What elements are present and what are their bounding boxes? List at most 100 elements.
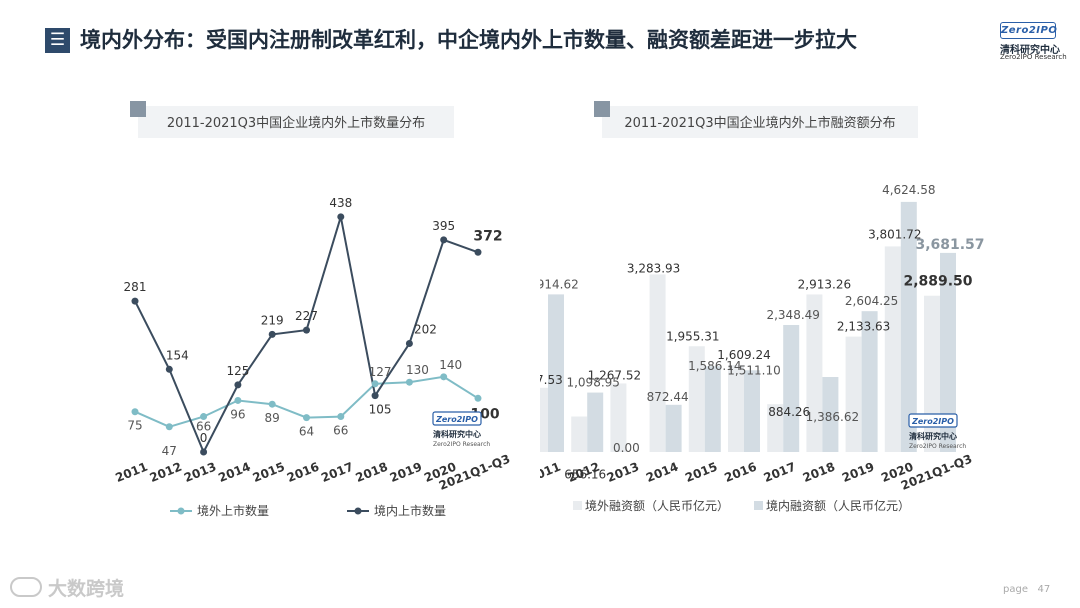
data-point-domestic bbox=[234, 381, 242, 389]
data-point-overseas bbox=[268, 400, 276, 408]
chart-title-marker bbox=[130, 101, 146, 117]
bar-overseas bbox=[649, 274, 666, 452]
bar-domestic bbox=[900, 201, 917, 452]
x-tick-label: 2013 bbox=[605, 460, 641, 485]
x-tick-label: 2018 bbox=[353, 460, 389, 485]
legend-swatch-domestic bbox=[754, 501, 763, 510]
data-point-domestic bbox=[474, 248, 482, 256]
chart-title: 2011-2021Q3中国企业境内外上市数量分布 bbox=[167, 115, 425, 131]
bar-overseas bbox=[728, 364, 744, 452]
x-tick-label: 2011 bbox=[540, 460, 563, 485]
data-label-domestic: 438 bbox=[329, 196, 352, 210]
bar-domestic bbox=[940, 252, 956, 452]
watermark-en: Zero2IPO Research bbox=[433, 441, 490, 448]
x-tick-label: 2012 bbox=[148, 460, 184, 485]
data-label-overseas: 66 bbox=[196, 420, 211, 434]
data-label-domestic: 872.44 bbox=[647, 390, 689, 404]
data-label-overseas: 884.26 bbox=[768, 405, 810, 419]
x-tick-label: 2017 bbox=[319, 460, 355, 485]
x-tick-label: 2019 bbox=[388, 460, 424, 485]
data-label-overseas: 130 bbox=[406, 363, 429, 377]
x-tick-label: 2019 bbox=[840, 460, 876, 485]
legend-label-overseas: 境外上市数量 bbox=[197, 503, 269, 518]
page-label: page bbox=[1003, 584, 1028, 595]
brand-logo-box: Zero2IPO bbox=[1000, 22, 1057, 39]
bar-overseas bbox=[806, 294, 823, 452]
data-label-domestic: 105 bbox=[369, 403, 392, 417]
data-point-overseas bbox=[303, 414, 310, 422]
data-label-overseas: 656.16 bbox=[564, 468, 606, 482]
data-point-domestic bbox=[303, 326, 310, 334]
data-label-overseas: 2,133.63 bbox=[837, 320, 890, 334]
data-label-domestic: 1,511.10 bbox=[727, 363, 780, 377]
data-label-overseas: 2,889.50 bbox=[903, 274, 972, 290]
data-point-overseas bbox=[234, 396, 242, 404]
x-tick-label: 2014 bbox=[216, 460, 252, 485]
bar-overseas bbox=[767, 404, 784, 452]
menu-icon[interactable]: ☰ bbox=[45, 28, 70, 53]
data-label-domestic: 281 bbox=[124, 280, 147, 294]
x-tick-label: 2017 bbox=[762, 460, 798, 485]
data-point-overseas bbox=[405, 378, 413, 386]
data-label-overseas: 66 bbox=[333, 424, 348, 438]
bar-domestic bbox=[587, 392, 604, 452]
listing-count-chart: 2011-2021Q3中国企业境内外上市数量分布 75 47 66 96 89 64 66 1… bbox=[113, 101, 512, 518]
page-number: page 47 bbox=[1003, 584, 1050, 595]
x-tick-label: 2016 bbox=[722, 460, 758, 485]
legend-swatch-overseas bbox=[573, 501, 582, 510]
chart-title-bg bbox=[138, 106, 454, 138]
legend-marker-domestic bbox=[354, 507, 362, 515]
chart-title-marker bbox=[594, 101, 610, 117]
data-point-overseas bbox=[440, 373, 448, 381]
x-tick-label: 2014 bbox=[644, 460, 680, 485]
bar-overseas bbox=[688, 346, 705, 452]
x-tick-label: 2015 bbox=[683, 460, 719, 485]
page-number-value: 47 bbox=[1037, 584, 1051, 595]
watermark-box-text: Zero2IPO bbox=[435, 415, 478, 424]
watermark-cn: 清科研究中心 bbox=[433, 429, 481, 439]
data-point-domestic bbox=[131, 297, 139, 305]
watermark-box bbox=[908, 413, 958, 428]
data-point-domestic bbox=[440, 236, 448, 244]
data-point-domestic bbox=[165, 365, 173, 373]
data-point-domestic bbox=[371, 392, 379, 400]
data-label-domestic: 3,681.57 bbox=[915, 237, 984, 253]
bar-domestic bbox=[744, 370, 760, 452]
x-tick-label: 2015 bbox=[251, 460, 287, 485]
legend-label-domestic: 境内上市数量 bbox=[374, 503, 446, 518]
data-label-domestic: 1,586.14 bbox=[688, 359, 741, 373]
data-label-domestic: 2,914.62 bbox=[540, 277, 579, 291]
data-label-domestic: 125 bbox=[226, 364, 249, 378]
data-label-overseas: 1,187.53 bbox=[540, 373, 563, 387]
data-label-overseas: 1,267.52 bbox=[588, 368, 641, 382]
data-label-domestic: 2,348.49 bbox=[766, 308, 819, 322]
title-bar: ☰ 境内外分布：受国内注册制改革红利，中企境内外上市数量、融资额差距进一步拉大 … bbox=[0, 0, 1080, 64]
data-point-domestic bbox=[268, 330, 276, 338]
bar-overseas bbox=[610, 383, 627, 452]
bar-overseas bbox=[884, 246, 901, 452]
watermark-box-text: Zero2IPO bbox=[911, 417, 954, 426]
data-point-overseas bbox=[200, 413, 208, 421]
data-label-domestic: 0 bbox=[200, 431, 208, 445]
brand-logo-cn: 清科研究中心 bbox=[1000, 45, 1060, 56]
chart-legend: 境外上市数量 境内上市数量 bbox=[170, 503, 446, 518]
x-tick-label: 2016 bbox=[285, 460, 321, 485]
data-point-overseas bbox=[371, 380, 379, 388]
x-tick-label: 2018 bbox=[801, 460, 837, 485]
brand-logo: Zero2IPO 清科研究中心 Zero2IPO Research bbox=[996, 22, 1067, 64]
data-label-overseas: 96 bbox=[230, 407, 245, 421]
data-label-overseas: 1,609.24 bbox=[717, 348, 770, 362]
footer-watermark-text: 大数跨境 bbox=[48, 577, 125, 600]
data-point-domestic bbox=[200, 448, 208, 456]
legend-label-domestic: 境内融资额（人民币亿元） bbox=[766, 498, 910, 513]
data-point-overseas bbox=[131, 408, 139, 416]
data-label-domestic: 227 bbox=[295, 309, 318, 323]
data-label-overseas: 127 bbox=[369, 365, 392, 379]
data-point-overseas bbox=[474, 394, 482, 402]
financing-amount-chart: 2011-2021Q3中国企业境内外上市融资额分布 1,187.53 656.16… bbox=[540, 101, 985, 513]
chart-watermark: Zero2IPO 清科研究中心 Zero2IPO Research bbox=[908, 413, 966, 450]
legend-marker-overseas bbox=[177, 507, 185, 515]
bar-domestic bbox=[822, 377, 839, 452]
data-label-domestic: 4,624.58 bbox=[882, 183, 935, 197]
chart-title-bg bbox=[602, 106, 918, 138]
